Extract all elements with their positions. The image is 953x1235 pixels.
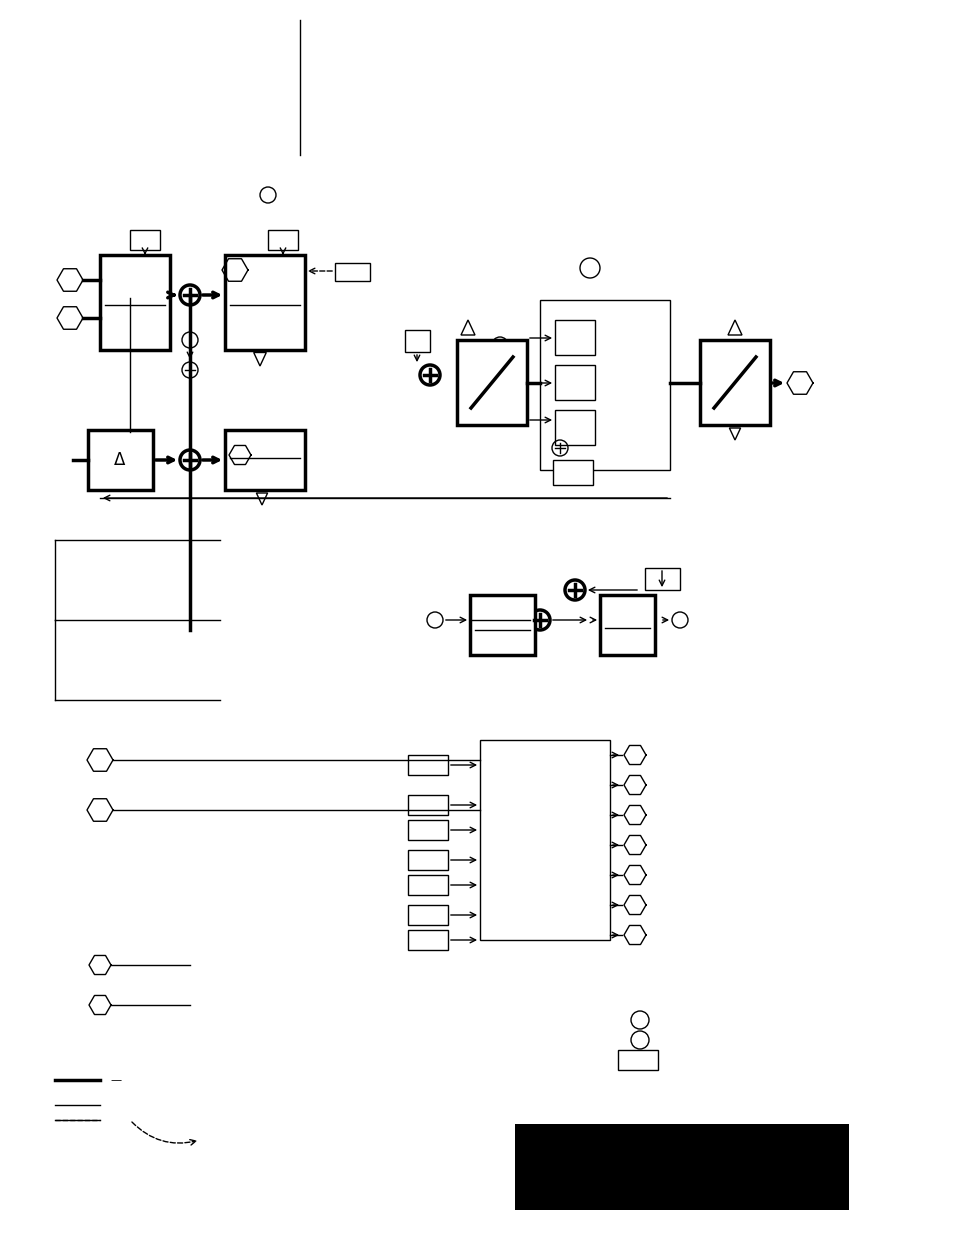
Bar xyxy=(225,254,305,350)
Text: $\Delta$: $\Delta$ xyxy=(113,451,127,469)
Bar xyxy=(405,330,430,352)
Bar xyxy=(555,410,595,445)
Bar xyxy=(88,430,152,490)
Bar xyxy=(335,263,370,282)
Bar xyxy=(408,905,448,925)
Bar xyxy=(456,340,526,425)
Bar xyxy=(539,300,669,471)
Bar xyxy=(599,595,655,655)
Bar xyxy=(408,850,448,869)
Bar xyxy=(268,230,297,249)
Bar xyxy=(553,459,593,485)
Bar xyxy=(555,320,595,354)
Bar xyxy=(408,930,448,950)
Bar xyxy=(700,340,769,425)
Bar xyxy=(408,820,448,840)
Bar xyxy=(555,366,595,400)
Bar xyxy=(408,755,448,776)
Bar xyxy=(408,795,448,815)
Text: —: — xyxy=(110,1074,121,1086)
Bar xyxy=(479,740,609,940)
Bar xyxy=(644,568,679,590)
Bar xyxy=(100,254,170,350)
Bar xyxy=(408,876,448,895)
Bar xyxy=(225,430,305,490)
Bar xyxy=(515,1124,848,1210)
Bar xyxy=(130,230,160,249)
Bar xyxy=(470,595,535,655)
Bar xyxy=(618,1050,658,1070)
